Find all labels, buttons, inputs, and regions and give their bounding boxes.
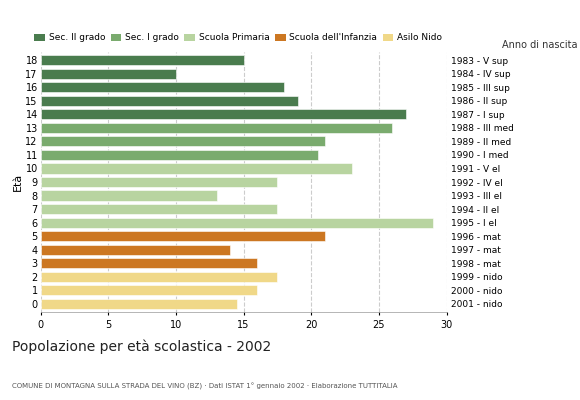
Bar [41,177,277,187]
Legend: Sec. II grado, Sec. I grado, Scuola Primaria, Scuola dell'Infanzia, Asilo Nido: Sec. II grado, Sec. I grado, Scuola Prim… [34,33,442,42]
Bar [41,109,406,119]
Bar [41,150,318,160]
Bar [41,272,277,282]
Bar [41,258,257,268]
Y-axis label: Età: Età [13,173,23,191]
Bar [41,245,230,255]
Bar [41,204,277,214]
Bar [41,190,216,201]
Bar [41,299,237,309]
Bar [41,163,352,174]
Text: Anno di nascita: Anno di nascita [502,40,577,50]
Bar [41,68,176,79]
Bar [41,82,284,92]
Bar [41,218,433,228]
Bar [41,136,325,146]
Bar [41,123,393,133]
Bar [41,55,244,65]
Bar [41,231,325,241]
Text: COMUNE DI MONTAGNA SULLA STRADA DEL VINO (BZ) · Dati ISTAT 1° gennaio 2002 · Ela: COMUNE DI MONTAGNA SULLA STRADA DEL VINO… [12,383,397,390]
Text: Popolazione per età scolastica - 2002: Popolazione per età scolastica - 2002 [12,340,271,354]
Bar [41,285,257,296]
Bar [41,96,298,106]
